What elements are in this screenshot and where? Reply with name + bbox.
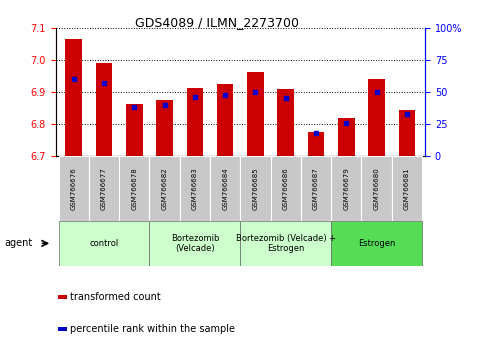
Text: agent: agent [5,238,33,249]
Bar [301,156,331,221]
Bar [58,156,89,221]
Bar [126,104,142,156]
Bar [96,63,113,156]
Text: GSM766683: GSM766683 [192,167,198,210]
Text: GSM766679: GSM766679 [343,167,349,210]
Bar [368,79,385,156]
Bar [331,156,361,221]
Text: GDS4089 / ILMN_2273700: GDS4089 / ILMN_2273700 [135,16,299,29]
Text: Estrogen: Estrogen [358,239,395,248]
Text: GSM766678: GSM766678 [131,167,137,210]
Text: Bortezomib (Velcade) +
Estrogen: Bortezomib (Velcade) + Estrogen [236,234,336,253]
Bar [392,156,422,221]
Text: Bortezomib
(Velcade): Bortezomib (Velcade) [170,234,219,253]
Bar [398,110,415,156]
Bar [149,156,180,221]
Text: control: control [89,239,119,248]
Bar [89,156,119,221]
Bar [210,156,241,221]
Bar [241,156,270,221]
Bar [241,221,331,266]
Bar [217,84,233,156]
Text: GSM766685: GSM766685 [253,167,258,210]
Bar [149,221,241,266]
Bar [58,327,67,331]
Text: GSM766680: GSM766680 [373,167,380,210]
Bar [247,72,264,156]
Text: GSM766682: GSM766682 [162,167,168,210]
Text: GSM766687: GSM766687 [313,167,319,210]
Text: GSM766686: GSM766686 [283,167,289,210]
Bar [186,88,203,156]
Bar [270,156,301,221]
Text: percentile rank within the sample: percentile rank within the sample [70,324,235,334]
Bar [156,100,173,156]
Bar [331,221,422,266]
Text: GSM766684: GSM766684 [222,167,228,210]
Text: GSM766681: GSM766681 [404,167,410,210]
Bar [58,295,67,299]
Text: transformed count: transformed count [70,292,160,302]
Bar [180,156,210,221]
Bar [308,132,325,156]
Text: GSM766676: GSM766676 [71,167,77,210]
Bar [119,156,149,221]
Bar [65,39,82,156]
Bar [58,221,149,266]
Bar [277,90,294,156]
Bar [361,156,392,221]
Text: GSM766677: GSM766677 [101,167,107,210]
Bar [338,118,355,156]
